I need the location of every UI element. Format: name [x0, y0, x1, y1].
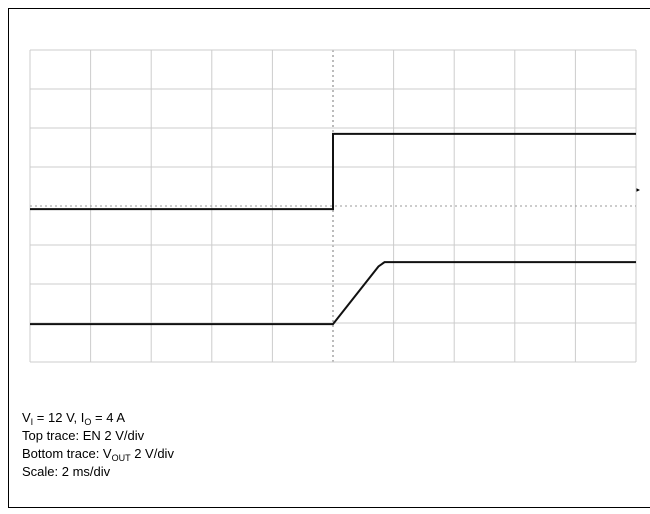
subscript: OUT [112, 453, 132, 463]
caption-text: = 12 V, I [33, 410, 84, 425]
caption-line: Top trace: EN 2 V/div [22, 428, 145, 443]
caption-line: Bottom trace: VOUT 2 V/div [22, 446, 174, 463]
trigger-marker [636, 188, 640, 192]
caption-text: = 4 A [91, 410, 125, 425]
caption-text: 2 V/div [131, 446, 175, 461]
caption-text: V [22, 410, 31, 425]
caption-text: Top trace: EN 2 V/div [22, 428, 145, 443]
caption-line: Scale: 2 ms/div [22, 464, 111, 479]
trace [30, 132, 636, 211]
trace [30, 261, 636, 326]
subscript: O [84, 417, 91, 427]
caption-text: Scale: 2 ms/div [22, 464, 111, 479]
caption-text: Bottom trace: V [22, 446, 112, 461]
caption-line: VI = 12 V, IO = 4 A [22, 410, 125, 427]
subscript: I [31, 417, 34, 427]
